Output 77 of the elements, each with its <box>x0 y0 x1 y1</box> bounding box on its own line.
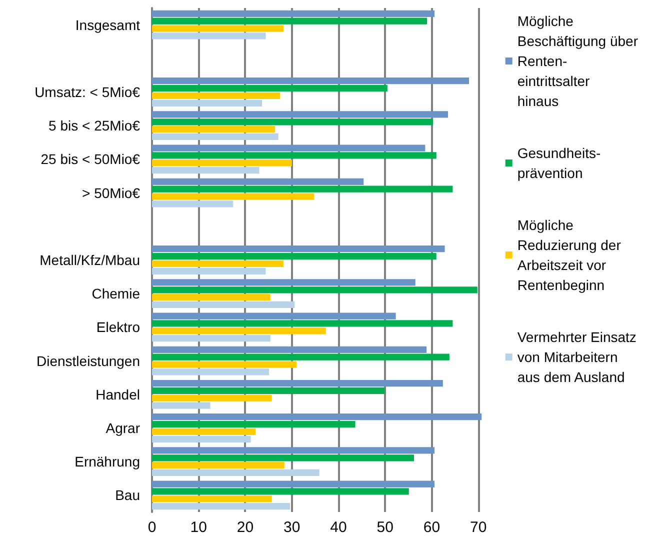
bar <box>152 167 260 174</box>
bar <box>152 503 290 510</box>
bar <box>152 480 435 488</box>
bar <box>152 260 284 268</box>
bar <box>152 186 453 192</box>
x-tick-label: 60 <box>423 519 440 536</box>
y-tick-label: Handel <box>96 386 140 402</box>
bar <box>152 346 427 353</box>
y-tick-label: > 50Mio€ <box>82 184 140 201</box>
bar <box>152 335 270 342</box>
bar <box>152 279 416 286</box>
bar <box>152 447 435 454</box>
y-tick-label: 25 bis < 50Mio€ <box>40 151 140 168</box>
bar <box>152 32 266 40</box>
bar <box>152 268 266 274</box>
bar <box>152 454 414 462</box>
bar <box>152 420 356 428</box>
bar <box>152 144 426 152</box>
bar <box>152 133 278 140</box>
legend-label: Vermehrter Einsatz von Mitarbeitern aus dem Ausland <box>517 329 636 385</box>
bar <box>152 496 272 502</box>
bar <box>152 361 297 368</box>
x-tick-label: 50 <box>376 519 394 536</box>
bar <box>152 462 284 469</box>
y-tick-label: Agrar <box>106 420 140 436</box>
bar <box>152 380 443 387</box>
legend-label: Mögliche Beschäftigung über Renten-eintrittsalter hinaus <box>517 13 638 109</box>
y-tick-label: Chemie <box>92 286 140 302</box>
bar <box>152 111 448 118</box>
bar <box>152 394 272 402</box>
y-tick-label: Dienstleistungen <box>36 352 140 369</box>
bar <box>152 92 280 100</box>
bar <box>152 436 251 442</box>
bar <box>152 294 270 301</box>
bar <box>152 286 478 294</box>
x-tick-label: 10 <box>190 519 207 536</box>
y-tick-label: Elektro <box>96 319 140 336</box>
y-tick-label: Bau <box>115 487 140 504</box>
x-tick-label: 0 <box>148 519 156 536</box>
y-tick-label: Ernährung <box>74 454 140 470</box>
bar <box>152 252 436 260</box>
bar <box>152 414 482 420</box>
bar <box>152 301 295 308</box>
x-tick-label: 20 <box>236 519 254 536</box>
legend-label: Gesundheits-prävention <box>517 145 601 181</box>
bar <box>152 368 270 376</box>
bar <box>152 488 409 495</box>
bar <box>152 200 234 208</box>
bar <box>152 100 262 106</box>
bar <box>152 320 453 327</box>
x-tick-label: 30 <box>284 519 300 536</box>
bar <box>152 328 326 334</box>
bar <box>152 160 292 166</box>
y-tick-label: Umsatz: < 5Mio€ <box>34 84 140 100</box>
bar <box>152 312 396 320</box>
x-tick-label: 70 <box>470 519 487 536</box>
y-tick-label: 5 bis < 25Mio€ <box>48 118 140 134</box>
bar <box>152 152 436 159</box>
bar <box>152 78 470 84</box>
bar <box>152 193 314 200</box>
bar <box>152 126 276 133</box>
bar <box>152 118 434 126</box>
bar <box>152 10 435 17</box>
bar <box>152 428 256 436</box>
bar <box>152 25 284 32</box>
bar <box>152 18 428 24</box>
bar <box>152 246 445 252</box>
bar <box>152 469 320 476</box>
bar <box>152 387 385 394</box>
bar <box>152 354 450 360</box>
legend-label: Mögliche Reduzierung der Arbeitszeit vor Rentenbeginn <box>517 217 622 293</box>
bar <box>152 402 210 409</box>
bar <box>152 178 364 185</box>
y-tick-label: Metall/Kfz/Mbau <box>40 252 140 268</box>
x-tick-label: 40 <box>330 519 347 536</box>
bar <box>152 84 388 92</box>
y-tick-label: Insgesamt <box>75 16 140 33</box>
